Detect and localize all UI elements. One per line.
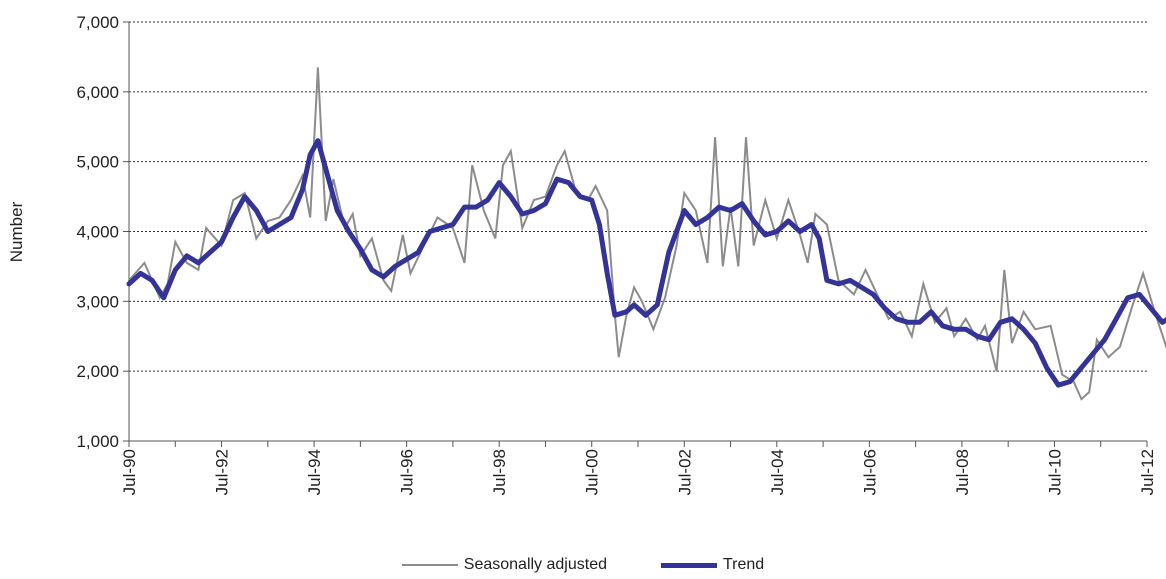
x-tick-label: Jul-10 xyxy=(1045,449,1064,495)
x-tick-label: Jul-94 xyxy=(305,449,324,495)
y-tick-label: 2,000 xyxy=(76,362,119,381)
y-tick-label: 1,000 xyxy=(76,432,119,451)
gridlines xyxy=(129,21,1147,372)
y-tick-label: 4,000 xyxy=(76,223,119,242)
legend-label-seasonally-adjusted: Seasonally adjusted xyxy=(463,556,607,573)
series-layer xyxy=(126,67,1166,401)
x-tick-label: Jul-96 xyxy=(398,449,417,495)
y-axis-title: Number xyxy=(7,201,26,262)
x-tick-label: Jul-02 xyxy=(675,449,694,495)
x-tick-label: Jul-08 xyxy=(953,449,972,495)
x-tick-label: Jul-06 xyxy=(860,449,879,495)
x-tick-label: Jul-12 xyxy=(1138,449,1157,495)
legend-item-seasonally-adjusted: Seasonally adjusted xyxy=(401,556,607,574)
x-tick-label: Jul-90 xyxy=(120,449,139,495)
y-tick-label: 5,000 xyxy=(76,153,119,172)
legend-swatch-seasonally-adjusted xyxy=(401,564,458,566)
y-tick-label: 3,000 xyxy=(76,292,119,311)
y-tick-label: 7,000 xyxy=(76,13,119,32)
series-line-trend xyxy=(126,138,1166,388)
x-tick-label: Jul-98 xyxy=(490,449,509,495)
x-tick-label: Jul-92 xyxy=(213,449,232,495)
x-tick-label: Jul-04 xyxy=(768,449,787,495)
legend-label-trend: Trend xyxy=(723,556,765,573)
x-tick-label: Jul-00 xyxy=(583,449,602,495)
axes xyxy=(123,21,1148,447)
legend-item-trend: Trend xyxy=(661,556,764,574)
tick-labels: 1,000 2,000 3,000 4,000 5,000 6,000 7,000 Jul-9… xyxy=(76,13,1157,495)
series-line-seasonally-adjusted xyxy=(128,67,1166,401)
y-tick-label: 6,000 xyxy=(76,83,119,102)
legend: Seasonally adjusted Trend xyxy=(0,556,1166,574)
legend-swatch-trend xyxy=(661,562,717,568)
